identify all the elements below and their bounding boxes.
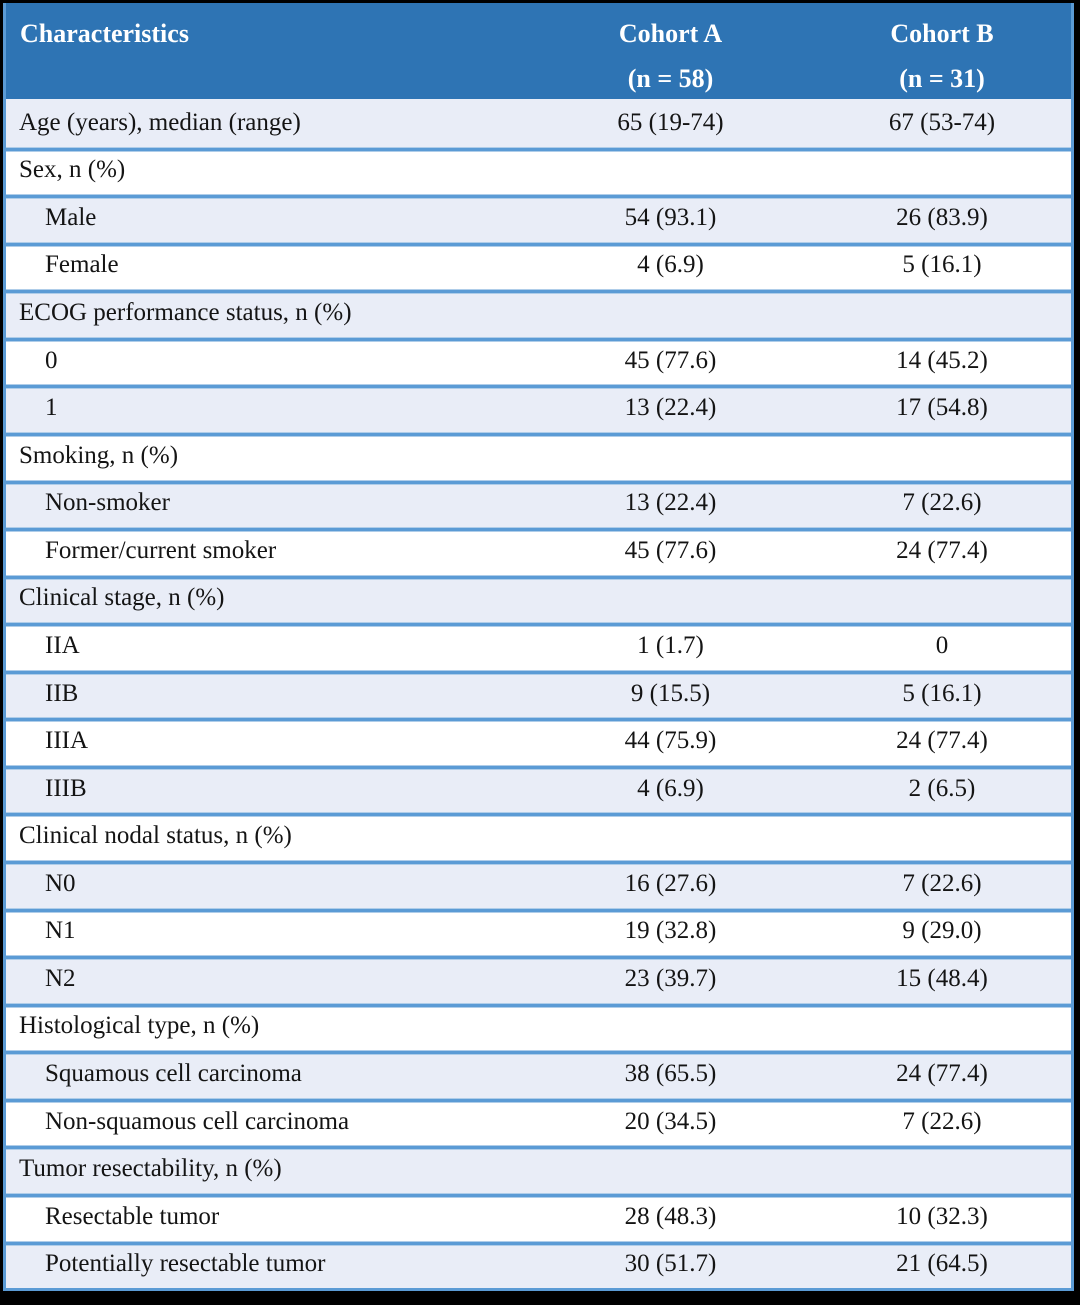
cohort-a-value: 23 (39.7) (624, 964, 717, 992)
table-row-clinical-stage-group: Clinical stage, n (%) (6, 574, 1071, 623)
cohort-b-value: 17 (54.8) (896, 394, 988, 422)
table-row-n0: N0 16 (27.6) 7 (22.6) (6, 860, 1071, 908)
cohort-b-value: 24 (77.4) (896, 1060, 988, 1088)
table-row-stage-iib: IIB 9 (15.5) 5 (16.1) (6, 669, 1071, 718)
cohort-a-value: 45 (77.6) (624, 536, 717, 564)
table-row-stage-iiia: IIIA 44 (75.9) 24 (77.4) (6, 717, 1071, 765)
table-row-resectability-group: Tumor resectability, n (%) (6, 1145, 1071, 1193)
row-label: IIIB (45, 774, 87, 802)
table-row-smoking-group: Smoking, n (%) (6, 431, 1071, 480)
table-row-former-current-smoker: Former/current smoker 45 (77.6) 24 (77.4… (6, 527, 1071, 575)
table-row-stage-iiib: IIIB 4 (6.9) 2 (6.5) (6, 764, 1071, 813)
table-row-n1: N1 19 (32.8) 9 (29.0) (6, 907, 1071, 956)
table-row-male: Male 54 (93.1) 26 (83.9) (6, 194, 1071, 242)
cohort-b-value: 14 (45.2) (896, 346, 988, 374)
cohort-a-title: Cohort A (618, 19, 723, 48)
column-header-cohort-b: Cohort B (n = 31) (813, 3, 1071, 99)
table-row-n2: N2 23 (39.7) 15 (48.4) (6, 955, 1071, 1003)
cohort-a-value: 20 (34.5) (624, 1107, 717, 1135)
cohort-a-value: 1 (1.7) (637, 631, 704, 659)
table-row-non-smoker: Non-smoker 13 (22.4) 7 (22.6) (6, 479, 1071, 528)
table-row-ecog-group: ECOG performance status, n (%) (6, 289, 1071, 337)
cohort-a-value: 65 (19-74) (617, 108, 724, 136)
cohort-a-value: 16 (27.6) (624, 869, 717, 897)
row-label: IIB (45, 679, 79, 707)
cohort-b-value: 15 (48.4) (896, 964, 988, 992)
cohort-b-value: 5 (16.1) (902, 679, 982, 707)
table-row-potentially-resectable: Potentially resectable tumor 30 (51.7) 2… (6, 1240, 1071, 1289)
cohort-b-value: 2 (6.5) (908, 774, 976, 802)
table-body: Age (years), median (range) 65 (19-74) 6… (6, 99, 1071, 1289)
cohort-a-value: 13 (22.4) (624, 489, 717, 517)
table-row-ecog-0: 0 45 (77.6) 14 (45.2) (6, 336, 1071, 385)
cohort-a-value: 4 (6.9) (637, 251, 704, 279)
cohort-b-value: 0 (935, 631, 949, 659)
cohort-a-value: 4 (6.9) (637, 774, 704, 802)
cohort-b-n: (n = 31) (899, 64, 985, 93)
row-label: Sex, n (%) (19, 156, 126, 184)
row-label: N1 (45, 917, 76, 945)
cohort-b-title: Cohort B (890, 19, 994, 48)
row-label: IIIA (45, 727, 89, 755)
table-header-row: Characteristics Cohort A (n = 58) Cohort… (6, 3, 1071, 99)
cohort-a-value: 45 (77.6) (624, 346, 717, 374)
row-label: Former/current smoker (45, 536, 277, 564)
table-row-squamous: Squamous cell carcinoma 38 (65.5) 24 (77… (6, 1050, 1071, 1098)
cohort-a-value: 19 (32.8) (624, 917, 717, 945)
row-label: IIA (45, 631, 80, 659)
cohort-b-value: 7 (22.6) (902, 869, 982, 897)
table-row-nodal-status-group: Clinical nodal status, n (%) (6, 812, 1071, 860)
column-header-characteristics: Characteristics (6, 3, 528, 99)
characteristics-table: Characteristics Cohort A (n = 58) Cohort… (3, 3, 1074, 1291)
table-row-age: Age (years), median (range) 65 (19-74) 6… (6, 99, 1071, 147)
row-label: Smoking, n (%) (19, 441, 179, 469)
cohort-a-value: 30 (51.7) (624, 1250, 717, 1278)
table-row-histological-type-group: Histological type, n (%) (6, 1002, 1071, 1051)
table-row-sex-group: Sex, n (%) (6, 146, 1071, 195)
cohort-b-value: 26 (83.9) (896, 203, 988, 231)
row-label: Non-smoker (45, 489, 170, 517)
row-label: 1 (45, 394, 58, 422)
cohort-b-value: 67 (53-74) (888, 108, 996, 136)
cohort-a-value: 9 (15.5) (630, 679, 711, 707)
table-row-resectable: Resectable tumor 28 (48.3) 10 (32.3) (6, 1192, 1071, 1241)
row-label: 0 (45, 346, 58, 374)
row-label: Non-squamous cell carcinoma (45, 1107, 350, 1135)
cohort-b-value: 7 (22.6) (902, 1107, 982, 1135)
column-header-cohort-a: Cohort A (n = 58) (528, 3, 813, 99)
row-label: Resectable tumor (45, 1202, 220, 1230)
cohort-a-value: 38 (65.5) (624, 1060, 717, 1088)
row-label: Female (45, 251, 119, 279)
row-label: Histological type, n (%) (19, 1012, 260, 1040)
row-label: Potentially resectable tumor (45, 1250, 326, 1278)
cohort-b-value: 10 (32.3) (896, 1202, 988, 1230)
column-header-label: Characteristics (20, 19, 189, 48)
row-label: ECOG performance status, n (%) (19, 299, 352, 327)
cohort-a-n: (n = 58) (627, 64, 714, 93)
table-row-ecog-1: 1 13 (22.4) 17 (54.8) (6, 384, 1071, 432)
row-label: Squamous cell carcinoma (45, 1060, 302, 1088)
cohort-b-value: 24 (77.4) (896, 536, 988, 564)
row-label: Age (years), median (range) (19, 108, 301, 136)
row-label: Clinical stage, n (%) (19, 584, 225, 612)
row-label: Clinical nodal status, n (%) (19, 822, 292, 850)
table-row-non-squamous: Non-squamous cell carcinoma 20 (34.5) 7 … (6, 1097, 1071, 1146)
cohort-a-value: 44 (75.9) (624, 727, 717, 755)
cohort-b-value: 7 (22.6) (902, 489, 982, 517)
cohort-a-value: 28 (48.3) (624, 1202, 717, 1230)
row-label: N0 (45, 869, 76, 897)
table-row-stage-iia: IIA 1 (1.7) 0 (6, 622, 1071, 670)
cohort-a-value: 13 (22.4) (624, 394, 717, 422)
row-label: N2 (45, 964, 76, 992)
table-row-female: Female 4 (6.9) 5 (16.1) (6, 241, 1071, 290)
cohort-a-value: 54 (93.1) (624, 203, 717, 231)
row-label: Male (45, 203, 97, 231)
cohort-b-value: 9 (29.0) (902, 917, 982, 945)
cohort-b-value: 24 (77.4) (896, 727, 988, 755)
cohort-b-value: 5 (16.1) (902, 251, 982, 279)
cohort-b-value: 21 (64.5) (896, 1250, 988, 1278)
row-label: Tumor resectability, n (%) (19, 1155, 282, 1183)
